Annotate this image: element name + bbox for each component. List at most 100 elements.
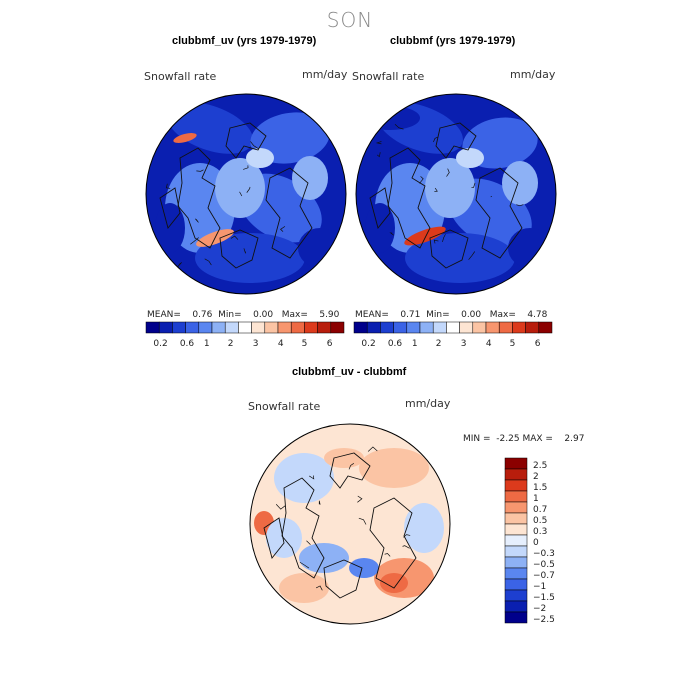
panel-1-min-value: 0.00 (253, 310, 274, 320)
colorbar-tick-label: −1.5 (533, 593, 555, 603)
colorbar-swatch (504, 512, 528, 525)
coastline (323, 559, 363, 599)
coastline (314, 116, 320, 120)
colorbar-swatch (419, 321, 434, 334)
colorbar-tick-label: −1 (533, 582, 546, 592)
diff-variable: Snowfall rate (248, 400, 321, 413)
coastline (329, 452, 371, 489)
coastline (165, 183, 171, 189)
contour-region (502, 161, 538, 205)
colorbar-tick-label: 0.2 (361, 339, 375, 349)
polar-map-panel-1 (145, 93, 347, 295)
colorbar-swatch (304, 321, 318, 334)
colorbar-swatch (504, 600, 528, 613)
panel-1-title: clubbmf_uv (yrs 1979-1979) (172, 35, 317, 47)
colorbar-tick-label: 6 (327, 339, 333, 349)
colorbar-swatch (330, 321, 345, 334)
colorbar-swatch (504, 490, 528, 503)
colorbar-tick-label: −0.7 (533, 571, 555, 581)
colorbar-tick-label: 5 (302, 339, 308, 349)
colorbar-tick-label: 0.3 (533, 527, 547, 537)
colorbar-swatch (277, 321, 292, 334)
panel-2-stats: MEAN= 0.71 Min= 0.00 Max= 4.78 (355, 310, 547, 320)
coastline (225, 122, 267, 159)
colorbar-swatch (504, 545, 528, 558)
polar-map-panel-2 (355, 93, 557, 295)
coastline (275, 504, 286, 510)
panel-1-min-label: Min= (218, 310, 242, 320)
coastline (196, 169, 204, 172)
colorbar-swatch (211, 321, 226, 334)
colorbar-swatch (504, 479, 528, 492)
colorbar-swatch (172, 321, 186, 334)
season-title: SON (326, 8, 374, 32)
colorbar-swatch (504, 611, 528, 624)
coastline (387, 147, 431, 249)
contour-region (292, 156, 328, 200)
contour-region (365, 203, 395, 253)
colorbar-tick-label: 1.5 (533, 483, 547, 493)
coastline (442, 234, 446, 243)
panel-2-max-value: 4.78 (527, 310, 548, 320)
contour-region (155, 203, 185, 253)
contour-region (274, 453, 334, 503)
coastline (159, 187, 181, 229)
contour-region (349, 558, 379, 578)
colorbar-swatch (459, 321, 474, 334)
colorbar-tick-label: 0 (533, 538, 539, 548)
contour-region (195, 233, 305, 283)
map-border (249, 423, 451, 625)
coastline (280, 226, 286, 232)
colorbar-swatch (446, 321, 460, 334)
coastline (394, 123, 404, 130)
contour-region (425, 158, 475, 218)
colorbar-swatch (317, 321, 332, 334)
contour-region (215, 158, 265, 218)
panel-1-max-value: 5.90 (319, 310, 340, 320)
colorbar-tick-label: 2.5 (533, 461, 547, 471)
panel-2-units: mm/day (510, 68, 556, 81)
colorbar-tick-label: −0.3 (533, 549, 555, 559)
panel-1-mean-label: MEAN= (147, 310, 181, 320)
coastline (204, 258, 212, 266)
coastline (384, 553, 391, 557)
colorbar-tick-label: 1 (412, 339, 418, 349)
colorbar-swatch (504, 578, 528, 591)
colorbar-swatch (366, 321, 381, 334)
coastline (239, 191, 243, 197)
contour-region (359, 448, 429, 488)
coastline (375, 141, 382, 145)
colorbar-swatch (264, 321, 279, 334)
colorbar-swatch (353, 321, 368, 334)
panel-2-min-value: 0.00 (461, 310, 482, 320)
contour-region (404, 226, 446, 246)
contour-region (456, 148, 484, 168)
colorbar-swatch (158, 321, 173, 334)
colorbar-tick-label: 6 (535, 339, 541, 349)
polar-map-diff (249, 423, 451, 625)
colorbar-tick-label: 0.6 (180, 339, 195, 349)
colorbar-tick-label: 1 (204, 339, 210, 349)
contour-region (405, 233, 515, 283)
colorbar-tick-label: −0.5 (533, 560, 555, 570)
coastline (190, 237, 199, 245)
colorbar-swatch (145, 321, 160, 334)
coastline (389, 232, 394, 236)
panel-2-mean-label: MEAN= (355, 310, 389, 320)
colorbar-tick-label: −2.5 (533, 615, 555, 625)
colorbar-tick-label: 3 (253, 339, 259, 349)
diff-max-label: MAX = (522, 434, 553, 444)
colorbar-swatch (393, 321, 408, 334)
colorbar-swatch (504, 534, 528, 547)
colorbar-tick-label: 0.5 (533, 516, 547, 526)
coastline (281, 477, 325, 579)
colorbar-swatch (290, 321, 305, 334)
coastline (419, 176, 424, 184)
coastline (250, 141, 259, 150)
panel-1-variable: Snowfall rate (144, 70, 217, 83)
colorbar-swatch (538, 321, 553, 334)
contour-region (246, 148, 274, 168)
colorbar-swatch (504, 468, 528, 481)
coastline (475, 167, 523, 259)
coastline (402, 545, 410, 549)
